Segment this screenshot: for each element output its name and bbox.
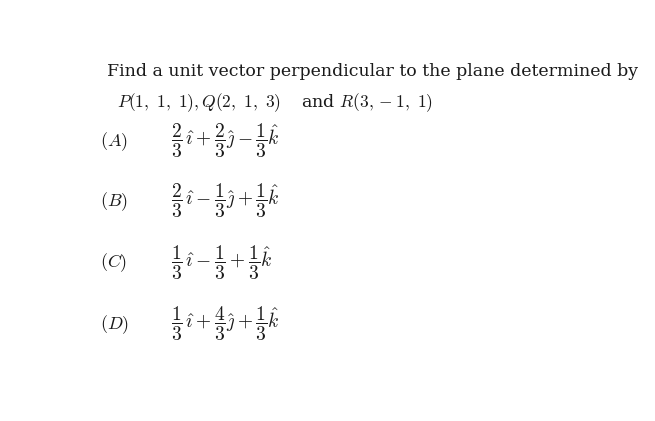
Text: $\dfrac{2}{3}\,\hat{\imath}-\dfrac{1}{3}\hat{\jmath}+\dfrac{1}{3}\hat{k}$: $\dfrac{2}{3}\,\hat{\imath}-\dfrac{1}{3}… — [171, 182, 280, 220]
Text: $\dfrac{2}{3}\,\hat{\imath}+\dfrac{2}{3}\hat{\jmath}-\dfrac{1}{3}\hat{k}$: $\dfrac{2}{3}\,\hat{\imath}+\dfrac{2}{3}… — [171, 122, 280, 160]
Text: $(B)$: $(B)$ — [100, 190, 128, 213]
Text: Find a unit vector perpendicular to the plane determined by: Find a unit vector perpendicular to the … — [107, 64, 639, 80]
Text: $(A)$: $(A)$ — [100, 130, 128, 153]
Text: $P(1,\ 1,\ 1), Q(2,\ 1,\ 3)\quad$ and $R(3,-1,\ 1)$: $P(1,\ 1,\ 1), Q(2,\ 1,\ 3)\quad$ and $R… — [117, 91, 434, 114]
Text: $(C)$: $(C)$ — [100, 251, 127, 274]
Text: $\dfrac{1}{3}\,\hat{\imath}+\dfrac{4}{3}\hat{\jmath}+\dfrac{1}{3}\hat{k}$: $\dfrac{1}{3}\,\hat{\imath}+\dfrac{4}{3}… — [171, 305, 280, 344]
Text: $(D)$: $(D)$ — [100, 313, 129, 336]
Text: $\dfrac{1}{3}\,\hat{\imath}-\dfrac{1}{3}+\dfrac{1}{3}\hat{k}$: $\dfrac{1}{3}\,\hat{\imath}-\dfrac{1}{3}… — [171, 244, 272, 282]
